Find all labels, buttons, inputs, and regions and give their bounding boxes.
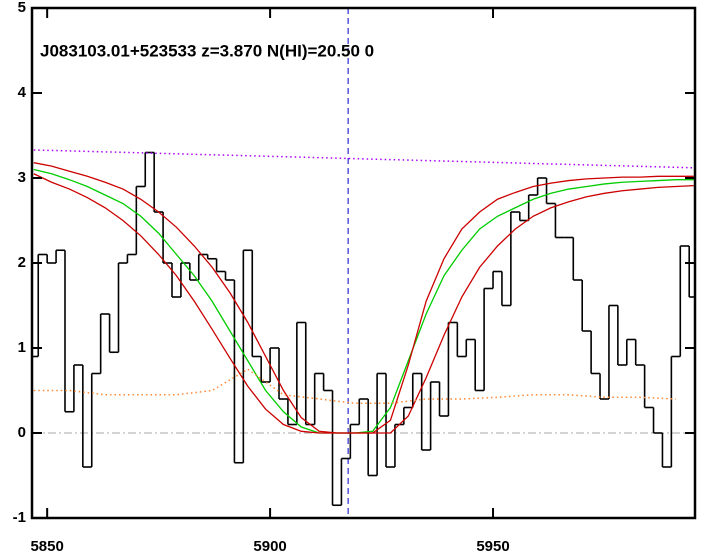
y-tick-label: 5 [18, 0, 26, 16]
model-curve [33, 168, 694, 434]
dotted-curve [33, 149, 694, 169]
y-tick-label: 1 [18, 339, 26, 356]
annotation: J083103.01+523533 z=3.870 N(HI)=20.50 0 [40, 41, 374, 60]
model-curve [33, 162, 694, 434]
y-tick-label: 2 [18, 254, 26, 271]
model-curve [33, 173, 694, 434]
x-tick-label: 5850 [30, 538, 63, 555]
plot-frame [30, 6, 697, 520]
plot-area [32, 8, 695, 518]
x-tick-label: 5900 [253, 538, 286, 555]
x-tick-label: 5950 [476, 538, 509, 555]
y-tick-label: -1 [13, 509, 26, 526]
dotted-curve [33, 368, 676, 404]
y-tick-label: 4 [18, 84, 27, 101]
y-tick-label: 0 [18, 424, 26, 441]
y-tick-label: 3 [18, 169, 26, 186]
